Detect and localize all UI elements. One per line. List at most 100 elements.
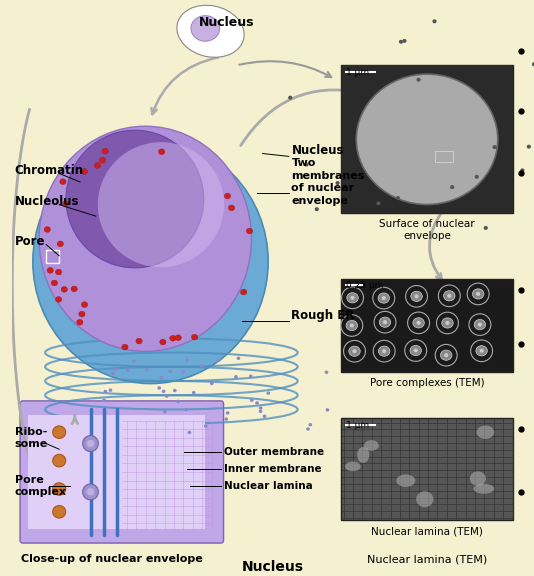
Ellipse shape [444,291,455,301]
Text: Pore: Pore [15,235,45,248]
Ellipse shape [114,368,117,372]
Ellipse shape [56,269,62,275]
Ellipse shape [470,471,486,486]
Ellipse shape [478,323,482,327]
Ellipse shape [357,74,498,204]
Ellipse shape [176,400,180,403]
Ellipse shape [357,447,370,463]
Ellipse shape [168,370,172,373]
Ellipse shape [441,350,452,361]
Text: Nucleus: Nucleus [292,144,344,157]
Ellipse shape [77,320,83,325]
Ellipse shape [527,145,531,149]
Ellipse shape [445,321,450,325]
Text: Inner membrane: Inner membrane [224,464,321,474]
Ellipse shape [192,334,198,340]
Ellipse shape [217,358,221,362]
Ellipse shape [349,346,360,357]
Ellipse shape [474,484,494,494]
Text: 1 μm: 1 μm [346,68,370,77]
Ellipse shape [484,226,488,230]
Ellipse shape [108,388,112,392]
Ellipse shape [402,39,406,43]
Ellipse shape [473,289,484,299]
Ellipse shape [250,399,254,402]
Ellipse shape [122,344,128,350]
Bar [341,66,513,213]
Ellipse shape [237,357,240,360]
Ellipse shape [326,408,329,412]
Ellipse shape [224,193,231,199]
Ellipse shape [99,157,106,163]
Ellipse shape [83,484,98,500]
Text: Nucleus: Nucleus [242,560,304,574]
Ellipse shape [379,317,391,327]
Ellipse shape [102,399,106,402]
Ellipse shape [111,372,115,375]
Text: Rough ER: Rough ER [292,309,355,322]
Ellipse shape [417,321,421,325]
Ellipse shape [532,62,534,66]
Ellipse shape [184,408,188,411]
Ellipse shape [159,149,165,154]
Ellipse shape [433,20,437,23]
Text: Nucleolus: Nucleolus [15,195,80,209]
Ellipse shape [81,169,88,175]
Ellipse shape [204,425,208,427]
Ellipse shape [81,302,88,308]
Ellipse shape [476,346,488,356]
Ellipse shape [39,126,252,351]
Ellipse shape [229,205,234,211]
Ellipse shape [224,418,228,421]
Ellipse shape [83,435,98,452]
Ellipse shape [200,364,203,367]
Ellipse shape [162,389,166,393]
Ellipse shape [450,185,454,189]
Ellipse shape [413,318,425,328]
Ellipse shape [240,289,247,295]
Ellipse shape [352,349,357,353]
Ellipse shape [306,427,310,431]
Text: Chromatin: Chromatin [15,164,84,177]
Text: Outer membrane: Outer membrane [224,447,324,457]
Ellipse shape [476,292,480,296]
Ellipse shape [304,162,309,166]
Ellipse shape [266,391,270,395]
Ellipse shape [249,374,253,378]
Ellipse shape [396,475,415,487]
Ellipse shape [210,382,214,385]
FancyBboxPatch shape [20,401,224,543]
Text: Pore
complex: Pore complex [15,475,67,497]
Ellipse shape [126,369,130,372]
Ellipse shape [234,375,238,378]
Bar [28,415,205,529]
Text: Two
membranes
of nuclear
envelope: Two membranes of nuclear envelope [292,158,365,206]
Ellipse shape [382,296,386,300]
Ellipse shape [263,415,266,418]
Ellipse shape [480,349,484,353]
Bar [46,250,59,263]
Ellipse shape [345,461,360,471]
Ellipse shape [145,368,148,372]
Ellipse shape [350,324,354,328]
Ellipse shape [474,320,485,329]
Ellipse shape [376,202,381,205]
Ellipse shape [95,162,100,168]
Ellipse shape [53,506,66,518]
Ellipse shape [53,426,66,438]
Ellipse shape [399,40,403,44]
Ellipse shape [444,353,448,357]
Ellipse shape [414,348,418,353]
Ellipse shape [104,390,107,393]
Ellipse shape [53,454,66,467]
Bar [341,418,513,520]
Ellipse shape [87,488,95,495]
Ellipse shape [47,267,53,273]
Bar [341,66,513,213]
Ellipse shape [79,311,85,317]
Ellipse shape [492,145,497,149]
Ellipse shape [335,181,340,185]
Ellipse shape [410,346,421,355]
Text: Nuclear lamina (TEM): Nuclear lamina (TEM) [367,555,487,564]
Text: Pore complexes (TEM): Pore complexes (TEM) [370,378,484,388]
